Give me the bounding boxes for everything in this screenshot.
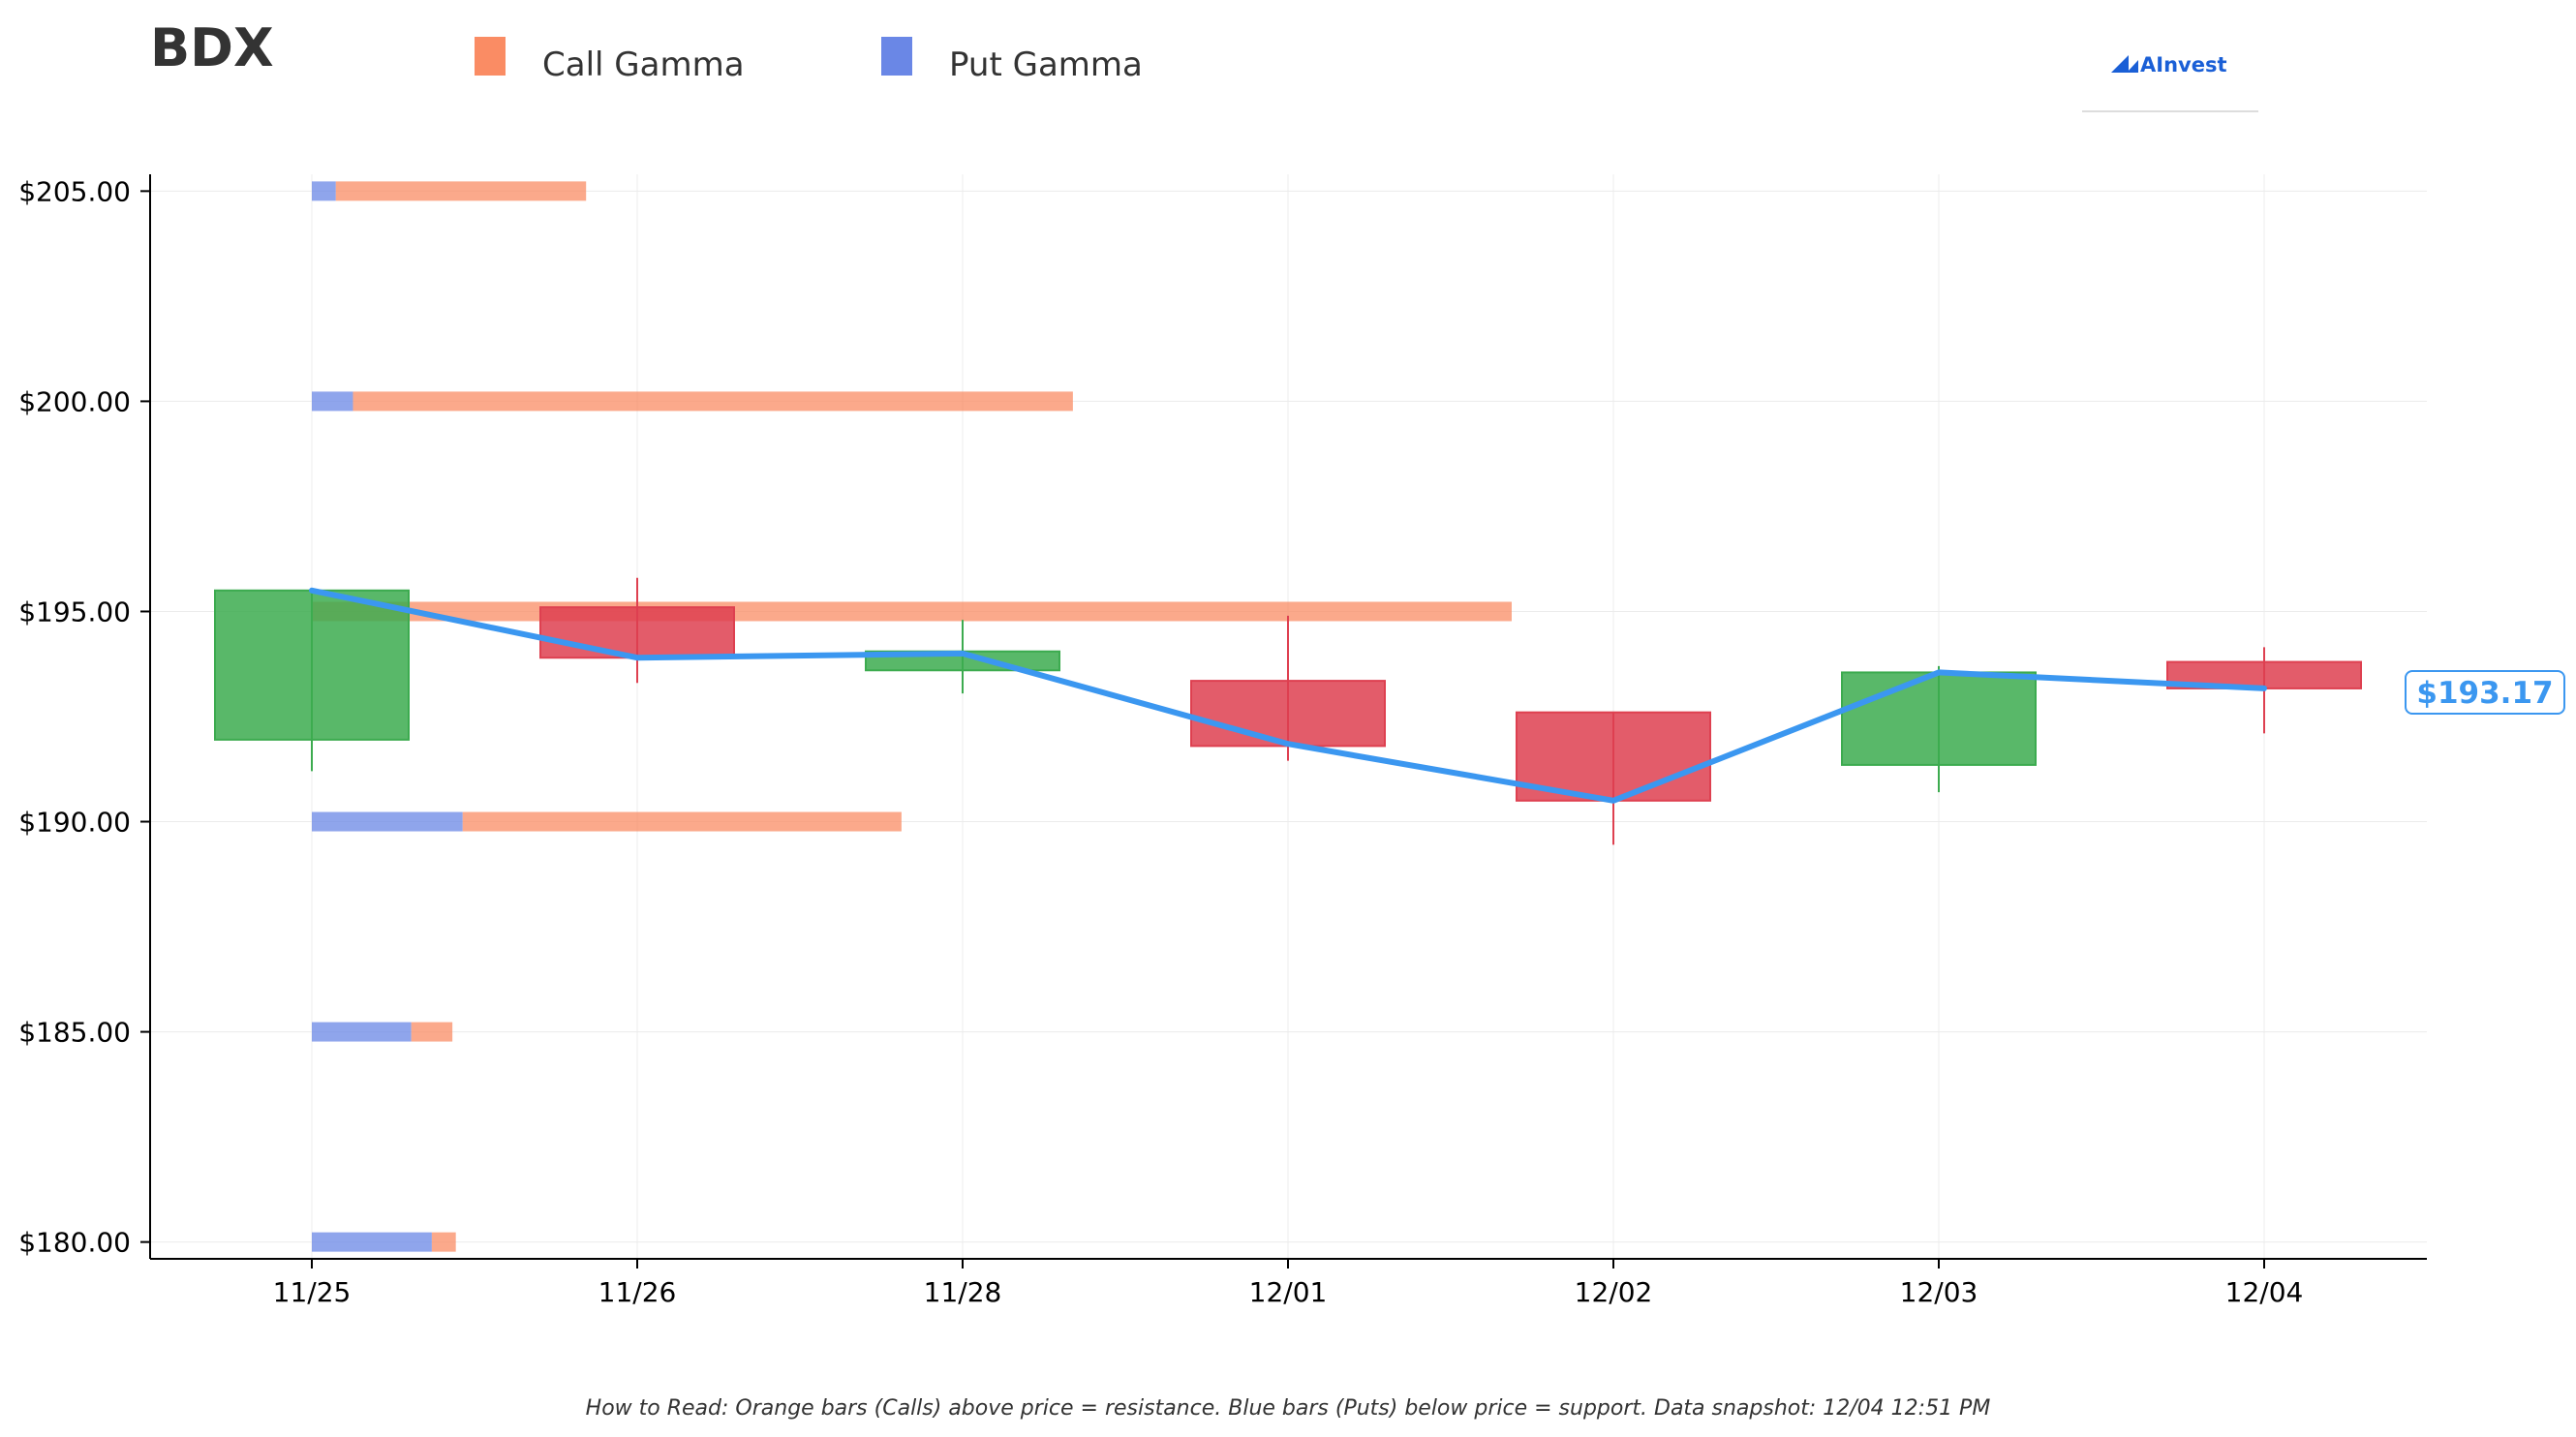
put-gamma-legend-swatch — [881, 37, 912, 76]
current-price-tag-box — [2405, 670, 2565, 715]
close-price-line — [309, 587, 2267, 804]
put-gamma-bar — [312, 1022, 412, 1042]
candle-body — [1516, 711, 1711, 802]
ticker-title: BDX — [150, 17, 274, 78]
call-gamma-bar — [462, 811, 902, 832]
x-tick-label: 11/25 — [273, 1276, 352, 1308]
ainvest-logo: AInvest — [2082, 53, 2258, 112]
put-gamma-bar — [312, 811, 463, 832]
candle-body — [214, 589, 410, 741]
axes: $180.00 $185.00 $190.00 $195.00 $200.00 $205.… — [18, 174, 2427, 1308]
put-gamma-bar — [312, 181, 336, 201]
ainvest-logo-icon — [2111, 55, 2138, 73]
legend: Call Gamma Put Gamma — [475, 37, 1143, 84]
y-tick-label: $185.00 — [18, 1017, 131, 1049]
put-gamma-bar — [312, 1232, 432, 1252]
x-tick-label: 12/04 — [2225, 1276, 2304, 1308]
x-tick-label: 11/26 — [598, 1276, 677, 1308]
call-gamma-bar — [312, 601, 1512, 622]
candle-body — [1190, 680, 1386, 748]
y-tick-label: $180.00 — [18, 1227, 131, 1259]
call-gamma-legend-swatch — [475, 37, 506, 76]
call-gamma-legend-label: Call Gamma — [542, 46, 745, 84]
x-tick-label: 12/03 — [1900, 1276, 1978, 1308]
footnote: How to Read: Orange bars (Calls) above p… — [586, 1396, 1991, 1421]
current-price-label: $193.17 — [2416, 676, 2553, 711]
put-gamma-bar — [312, 391, 353, 412]
candle-body — [539, 606, 735, 659]
call-gamma-bar — [431, 1232, 456, 1252]
x-tick-label: 11/28 — [924, 1276, 1002, 1308]
close-price-line-group — [309, 587, 2267, 804]
call-gamma-bar — [411, 1022, 453, 1042]
ainvest-logo-text: AInvest — [2140, 53, 2227, 76]
call-gamma-bar — [335, 181, 587, 201]
y-tick-label: $205.00 — [18, 175, 131, 207]
y-tick-label: $195.00 — [18, 596, 131, 627]
y-tick-label: $200.00 — [18, 385, 131, 417]
current-price-tag: $193.17 — [2405, 670, 2565, 715]
x-tick-label: 12/01 — [1249, 1276, 1328, 1308]
put-gamma-legend-label: Put Gamma — [949, 46, 1143, 84]
x-tick-label: 12/02 — [1575, 1276, 1653, 1308]
call-gamma-bar — [353, 391, 1073, 412]
y-tick-label: $190.00 — [18, 807, 131, 839]
candles — [214, 577, 2362, 845]
candle-body — [1841, 671, 2037, 766]
